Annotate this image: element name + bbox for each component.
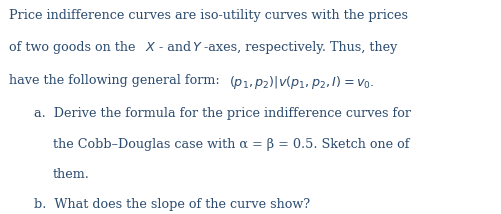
Text: them.: them.	[53, 168, 89, 181]
Text: $X$: $X$	[144, 41, 156, 54]
Text: have the following general form:: have the following general form:	[9, 74, 223, 87]
Text: of two goods on the: of two goods on the	[9, 41, 139, 54]
Text: $Y$: $Y$	[191, 41, 202, 54]
Text: b.  What does the slope of the curve show?: b. What does the slope of the curve show…	[34, 198, 310, 211]
Text: $(p_1, p_2)|v(p_1, p_2, I) = v_0.$: $(p_1, p_2)|v(p_1, p_2, I) = v_0.$	[228, 74, 374, 91]
Text: -axes, respectively. Thus, they: -axes, respectively. Thus, they	[203, 41, 396, 54]
Text: a.  Derive the formula for the price indifference curves for: a. Derive the formula for the price indi…	[34, 107, 410, 120]
Text: the Cobb–Douglas case with α = β = 0.5. Sketch one of: the Cobb–Douglas case with α = β = 0.5. …	[53, 138, 408, 151]
Text: Price indifference curves are iso-utility curves with the prices: Price indifference curves are iso-utilit…	[9, 9, 407, 22]
Text: - and: - and	[159, 41, 195, 54]
